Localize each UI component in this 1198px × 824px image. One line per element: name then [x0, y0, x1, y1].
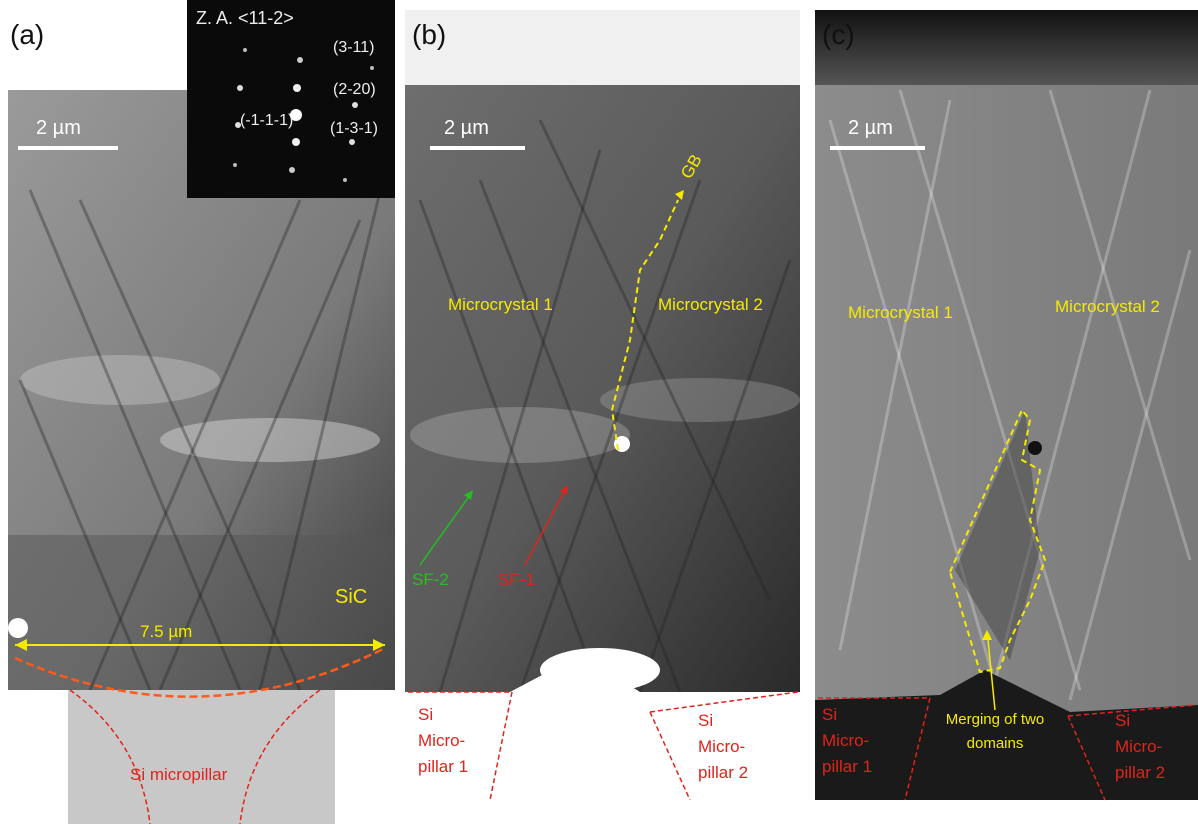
pillar-label: Si: [1115, 711, 1130, 730]
spot-label: (3-11): [333, 39, 375, 56]
panel-label: (b): [412, 19, 446, 50]
pillar-label: Micro-: [418, 731, 465, 750]
scale-bar-label: 2 µm: [36, 117, 81, 139]
scale-bar-label: 2 µm: [444, 117, 489, 139]
crystal-label: Microcrystal 1: [848, 303, 953, 322]
sf-label: SF-2: [412, 570, 449, 589]
sf-label: SF-1: [498, 570, 535, 589]
panel-label: (c): [822, 19, 855, 50]
pillar-label: Micro-: [1115, 737, 1162, 756]
scale-bar-label: 2 µm: [848, 117, 893, 139]
pillar-label: Micro-: [822, 731, 869, 750]
spot-label: (1-3-1): [330, 120, 378, 137]
pillar-label: Si: [822, 705, 837, 724]
panel-b: [405, 10, 800, 692]
pillar-label: pillar 2: [698, 763, 748, 782]
sem-pillar: [68, 690, 335, 824]
crystal-label: Microcrystal 2: [1055, 297, 1160, 316]
spot-label: (2-20): [333, 81, 376, 98]
spot-label: (-1-1-1): [240, 112, 293, 129]
pillar-label: Si: [698, 711, 713, 730]
merge-label: domains: [967, 735, 1024, 752]
panel-c: [815, 10, 1198, 800]
panel-label: (a): [10, 19, 44, 50]
crystal-label: Microcrystal 2: [658, 295, 763, 314]
pillar-label: Si: [418, 705, 433, 724]
pillar-label: pillar 1: [418, 757, 468, 776]
material-label: SiC: [335, 586, 367, 608]
pillar-label: Si micropillar: [130, 765, 228, 784]
width-label: 7.5 µm: [140, 622, 192, 641]
merge-label: Merging of two: [946, 711, 1044, 728]
pillar-label: Micro-: [698, 737, 745, 756]
pillar-label: pillar 1: [822, 757, 872, 776]
pillar-label: pillar 2: [1115, 763, 1165, 782]
zone-axis: Z. A. <11-2>: [196, 8, 294, 28]
diffraction-inset: [187, 0, 395, 198]
crystal-label: Microcrystal 1: [448, 295, 553, 314]
